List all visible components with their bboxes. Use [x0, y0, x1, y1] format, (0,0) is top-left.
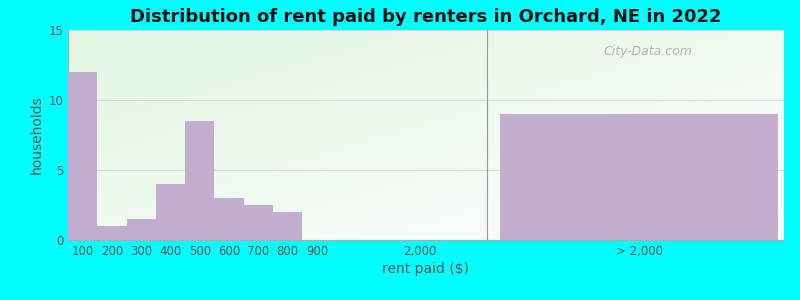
Bar [214, 198, 244, 240]
X-axis label: rent paid ($): rent paid ($) [382, 262, 470, 276]
Bar [126, 219, 156, 240]
Bar [156, 184, 185, 240]
Title: Distribution of rent paid by renters in Orchard, NE in 2022: Distribution of rent paid by renters in … [130, 8, 722, 26]
Y-axis label: households: households [30, 96, 44, 174]
Bar [500, 114, 778, 240]
Bar [68, 72, 98, 240]
Bar [244, 205, 273, 240]
Bar [273, 212, 302, 240]
Text: City-Data.com: City-Data.com [603, 44, 692, 58]
Bar [98, 226, 126, 240]
Bar [185, 121, 214, 240]
